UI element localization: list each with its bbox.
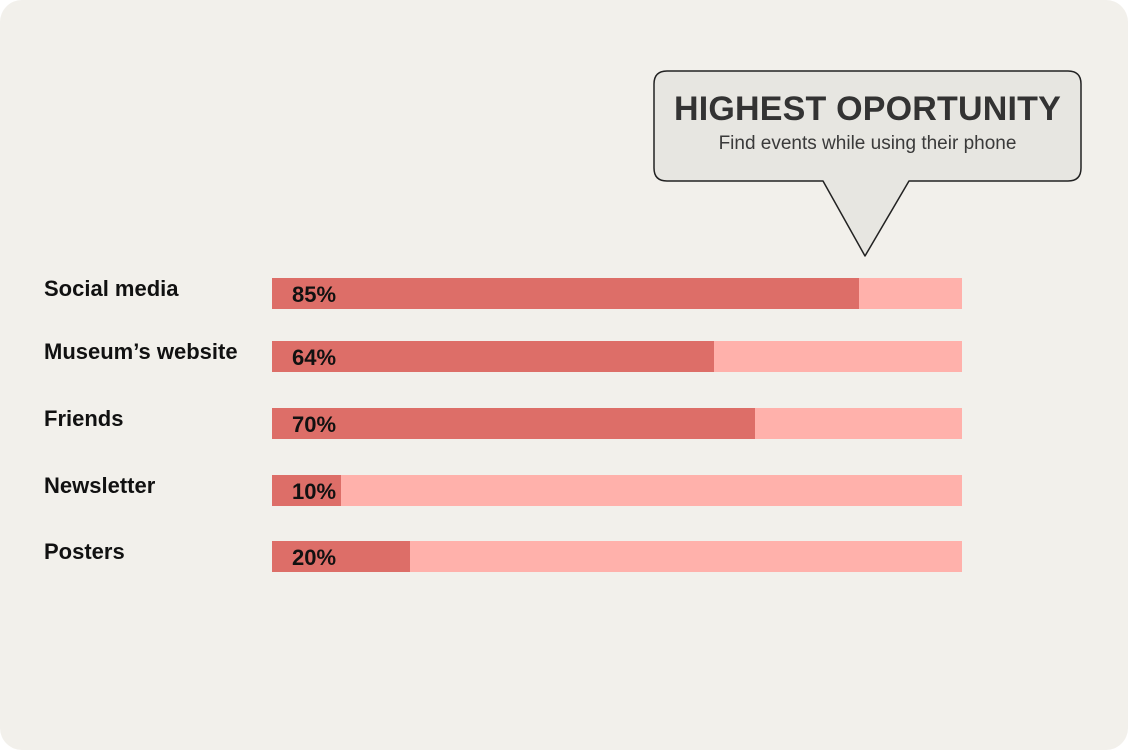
bar-value-label-social-media: 85% xyxy=(292,282,337,307)
bar-newsletter xyxy=(272,475,341,506)
bar-track-newsletter: 10% xyxy=(272,475,962,506)
callout-title: HIGHEST OPORTUNITY xyxy=(673,90,1062,128)
bar-track-friends: 70% xyxy=(272,408,962,439)
bar-social-media xyxy=(272,278,859,309)
bar-value-label-posters: 20% xyxy=(292,545,337,570)
callout-bubble-shape xyxy=(653,70,1082,257)
highest-opportunity-callout: HIGHEST OPORTUNITY Find events while usi… xyxy=(653,70,1082,257)
category-label-social-media: Social media xyxy=(44,276,179,301)
bar-value-label-museum-s-website: 64% xyxy=(292,345,337,370)
bar-track-posters: 20% xyxy=(272,541,962,572)
callout-subtitle: Find events while using their phone xyxy=(718,133,1017,154)
category-label-posters: Posters xyxy=(44,539,125,564)
bar-friends xyxy=(272,408,755,439)
bar-value-label-newsletter: 10% xyxy=(292,479,337,504)
bar-track-social-media: 85% xyxy=(272,278,962,309)
category-label-friends: Friends xyxy=(44,406,124,431)
bar-track-museum-s-website: 64% xyxy=(272,341,962,372)
bar-value-label-friends: 70% xyxy=(292,412,337,437)
bar-museum-s-website xyxy=(272,341,714,372)
bar-posters xyxy=(272,541,410,572)
category-label-museum-s-website: Museum’s website xyxy=(44,339,238,364)
category-label-newsletter: Newsletter xyxy=(44,473,156,498)
